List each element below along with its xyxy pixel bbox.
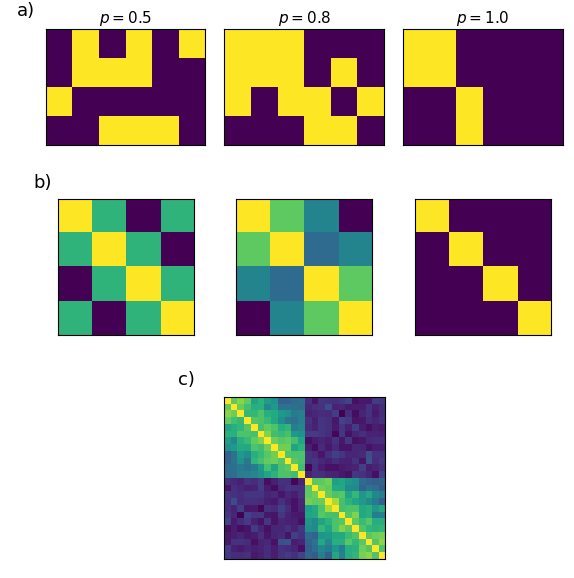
Bar [430, 87, 456, 116]
Bar [224, 87, 251, 116]
Bar [403, 29, 430, 58]
Title: $p = 0.5$: $p = 0.5$ [99, 9, 152, 28]
Bar [152, 87, 179, 116]
Bar [278, 87, 304, 116]
Bar [251, 29, 278, 58]
Bar [99, 116, 126, 144]
Bar [179, 116, 205, 144]
Bar [403, 116, 430, 144]
Bar [509, 87, 536, 116]
Bar [224, 29, 251, 58]
Bar [509, 116, 536, 144]
Bar [536, 58, 563, 87]
Bar [456, 29, 483, 58]
Bar [430, 29, 456, 58]
Bar [251, 58, 278, 87]
Bar [358, 87, 384, 116]
Bar [179, 29, 205, 58]
Bar [358, 29, 384, 58]
Bar [403, 87, 430, 116]
Bar [331, 116, 358, 144]
Bar [152, 58, 179, 87]
Bar [456, 87, 483, 116]
Bar [304, 58, 331, 87]
Bar [126, 116, 152, 144]
Bar [179, 87, 205, 116]
Bar [358, 116, 384, 144]
Bar [46, 87, 72, 116]
Title: $p = 0.8$: $p = 0.8$ [278, 9, 331, 28]
Bar [536, 116, 563, 144]
Bar [278, 58, 304, 87]
Bar [72, 58, 99, 87]
Bar [99, 87, 126, 116]
Bar [46, 116, 72, 144]
Bar [99, 29, 126, 58]
Bar [72, 116, 99, 144]
Bar [152, 116, 179, 144]
Text: c): c) [179, 371, 195, 389]
Bar [278, 29, 304, 58]
Bar [72, 29, 99, 58]
Text: a): a) [17, 2, 36, 20]
Bar [483, 116, 509, 144]
Bar [456, 58, 483, 87]
Bar [179, 58, 205, 87]
Bar [278, 116, 304, 144]
Bar [483, 87, 509, 116]
Bar [46, 58, 72, 87]
Bar [430, 116, 456, 144]
Bar [509, 29, 536, 58]
Bar [251, 87, 278, 116]
Bar [456, 116, 483, 144]
Bar [126, 58, 152, 87]
Bar [99, 58, 126, 87]
Bar [358, 58, 384, 87]
Bar [483, 58, 509, 87]
Bar [224, 58, 251, 87]
Bar [304, 29, 331, 58]
Text: b): b) [33, 174, 52, 192]
Bar [224, 116, 251, 144]
Bar [46, 29, 72, 58]
Bar [331, 87, 358, 116]
Bar [152, 29, 179, 58]
Bar [430, 58, 456, 87]
Bar [509, 58, 536, 87]
Bar [331, 29, 358, 58]
Bar [536, 29, 563, 58]
Bar [304, 116, 331, 144]
Bar [483, 29, 509, 58]
Bar [304, 87, 331, 116]
Bar [403, 58, 430, 87]
Bar [126, 87, 152, 116]
Bar [536, 87, 563, 116]
Bar [251, 116, 278, 144]
Bar [331, 58, 358, 87]
Bar [72, 87, 99, 116]
Bar [126, 29, 152, 58]
Title: $p = 1.0$: $p = 1.0$ [456, 9, 510, 28]
